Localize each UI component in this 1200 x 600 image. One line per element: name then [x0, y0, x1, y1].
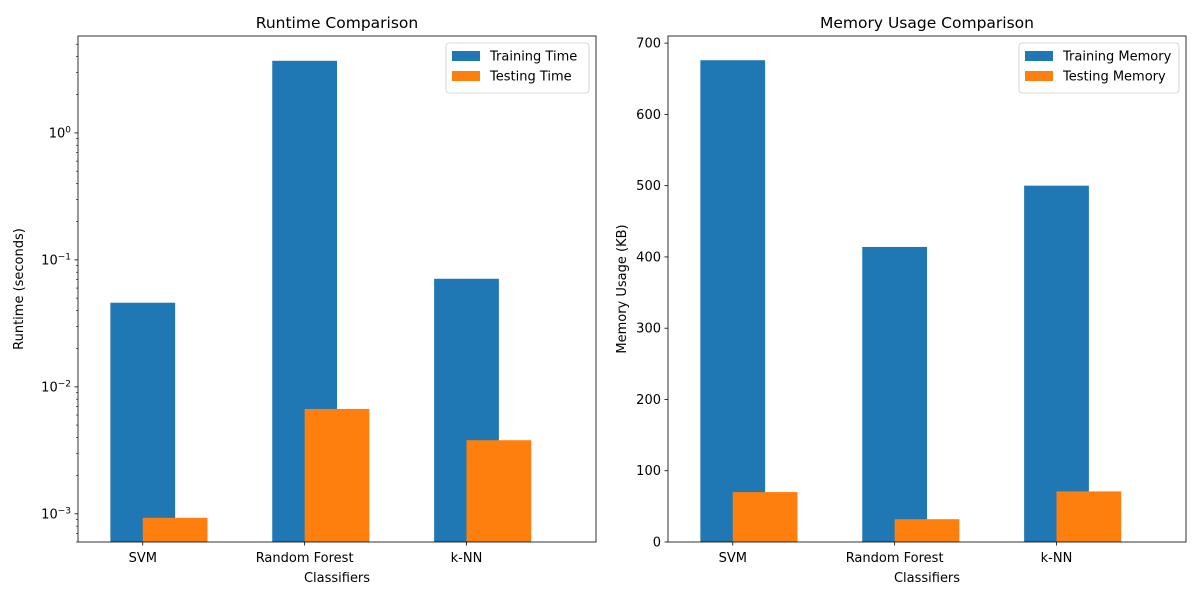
runtime-ytick-label-0: 10−3 [41, 506, 71, 522]
memory-xtick-label-0: SVM [719, 551, 747, 566]
memory-legend-label-1: Testing Memory [1062, 70, 1166, 85]
memory-ylabel: Memory Usage (KB) [615, 224, 630, 353]
runtime-ytick-label-3: 100 [49, 125, 72, 141]
memory-bar-training-1 [862, 246, 927, 542]
memory-bar-testing-2 [1056, 491, 1122, 542]
runtime-chart: 10−3 10−2 10−1 100 SVM Random Forest k-NN Runti… [12, 14, 597, 586]
runtime-bar-training-0 [110, 302, 176, 542]
memory-bar-training-2 [1024, 185, 1089, 542]
memory-ytick-label-3: 300 [636, 322, 661, 337]
memory-ytick-label-7: 700 [636, 37, 661, 52]
memory-title: Memory Usage Comparison [820, 14, 1034, 32]
memory-legend-swatch-0 [1025, 51, 1053, 61]
memory-xtick-label-1: Random Forest [846, 551, 944, 566]
memory-ytick-label-0: 0 [653, 536, 661, 551]
runtime-legend-swatch-1 [452, 71, 480, 81]
runtime-legend [445, 42, 590, 94]
memory-xlabel: Classifiers [894, 571, 960, 586]
runtime-title: Runtime Comparison [256, 14, 418, 32]
memory-chart: 0 100 200 300 400 500 600 700 SVM Random Forest k-… [615, 14, 1187, 586]
runtime-xtick-label-2: k-NN [451, 551, 483, 566]
memory-ytick-label-6: 600 [636, 108, 661, 123]
runtime-ytick-label-2: 10−1 [41, 252, 71, 268]
runtime-ylabel: Runtime (seconds) [12, 228, 27, 350]
memory-ytick-label-2: 200 [636, 393, 661, 408]
memory-legend [1018, 42, 1180, 94]
runtime-legend-label-0: Training Time [489, 50, 577, 65]
memory-xtick-label-2: k-NN [1041, 551, 1073, 566]
runtime-axes-frame [77, 35, 597, 543]
runtime-bar-testing-0 [142, 517, 208, 542]
memory-legend-swatch-1 [1025, 71, 1053, 81]
memory-bar-testing-0 [732, 492, 798, 542]
runtime-legend-swatch-0 [452, 51, 480, 61]
runtime-xtick-label-1: Random Forest [256, 551, 354, 566]
memory-bar-testing-1 [894, 519, 960, 542]
runtime-xlabel: Classifiers [304, 571, 370, 586]
runtime-ytick-label-1: 10−2 [41, 379, 71, 395]
memory-ytick-label-5: 500 [636, 179, 661, 194]
memory-axes-frame [667, 35, 1187, 543]
runtime-xtick-label-0: SVM [129, 551, 157, 566]
runtime-bar-testing-2 [466, 440, 532, 542]
runtime-legend-label-1: Testing Time [489, 70, 572, 85]
memory-bar-training-0 [700, 60, 766, 542]
memory-ytick-label-4: 400 [636, 250, 661, 265]
runtime-bar-testing-1 [304, 408, 370, 542]
memory-legend-label-0: Training Memory [1062, 50, 1172, 65]
memory-ytick-label-1: 100 [636, 464, 661, 479]
